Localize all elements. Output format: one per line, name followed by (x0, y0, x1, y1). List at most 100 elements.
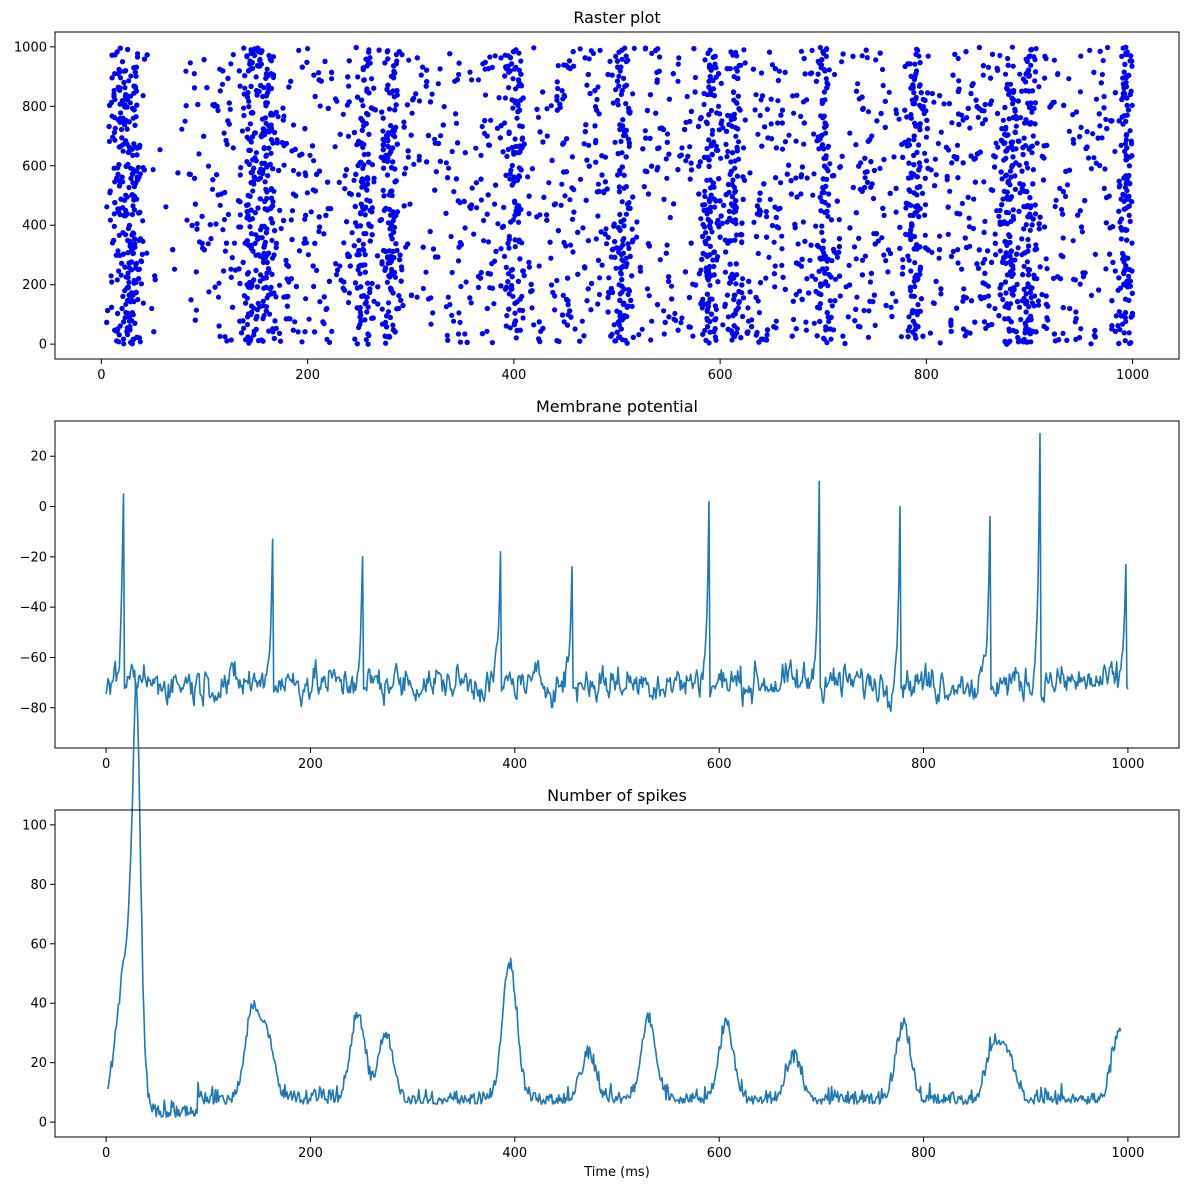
raster-point (750, 66, 757, 72)
raster-point (714, 254, 721, 260)
raster-point (1029, 150, 1035, 156)
raster-point (1123, 227, 1129, 233)
raster-point (425, 132, 431, 139)
raster-point (1013, 146, 1019, 152)
raster-point (267, 286, 273, 292)
raster-point (730, 150, 736, 156)
raster-point (1008, 248, 1014, 254)
raster-point (864, 179, 871, 185)
raster-point (433, 169, 439, 175)
raster-point (420, 285, 426, 292)
raster-point (614, 78, 621, 84)
raster-point (138, 281, 144, 287)
raster-point (713, 306, 719, 312)
raster-point (667, 214, 673, 221)
raster-point (749, 317, 755, 323)
raster-point (131, 207, 137, 213)
raster-point (733, 261, 739, 267)
raster-point (925, 165, 931, 171)
raster-point (107, 217, 113, 223)
raster-point (621, 172, 627, 178)
raster-point (1033, 242, 1039, 248)
raster-point (223, 137, 229, 144)
raster-point (467, 204, 473, 210)
raster-point (837, 273, 843, 279)
raster-point (768, 136, 775, 142)
raster-point (374, 253, 381, 259)
raster-point (273, 325, 279, 331)
raster-point (859, 257, 866, 263)
raster-point (193, 269, 199, 275)
raster-point (1032, 202, 1038, 208)
raster-point (891, 154, 897, 160)
raster-point (362, 317, 368, 323)
raster-point (1030, 181, 1036, 187)
raster-point (619, 277, 625, 283)
raster-point (707, 243, 713, 249)
raster-point (565, 64, 571, 70)
raster-point (398, 297, 404, 303)
raster-point (537, 212, 543, 218)
raster-point (1010, 207, 1016, 213)
raster-point (741, 177, 748, 183)
raster-point (977, 149, 983, 155)
raster-point (998, 169, 1004, 175)
raster-point (1015, 98, 1021, 104)
raster-point (506, 85, 512, 91)
raster-point (900, 257, 906, 263)
raster-point (847, 225, 853, 231)
raster-point (104, 204, 110, 210)
raster-point (717, 111, 723, 117)
raster-point (980, 72, 986, 78)
raster-point (536, 319, 542, 325)
raster-point (604, 186, 610, 192)
raster-point (263, 308, 269, 314)
raster-point (280, 117, 286, 123)
raster-point (687, 176, 693, 182)
raster-point (907, 61, 913, 67)
raster-point (241, 112, 247, 119)
raster-point (822, 120, 828, 126)
raster-point (1095, 135, 1101, 141)
raster-point (1025, 283, 1031, 290)
raster-point (692, 74, 699, 81)
raster-point (914, 174, 921, 180)
raster-point (189, 222, 195, 229)
raster-point (366, 131, 372, 137)
raster-point (617, 313, 623, 320)
raster-point (346, 290, 352, 296)
raster-point (625, 136, 632, 142)
raster-point (492, 53, 498, 59)
raster-point (1058, 252, 1064, 258)
raster-point (513, 208, 519, 214)
raster-point (904, 143, 910, 149)
raster-point (883, 302, 889, 309)
raster-point (686, 324, 692, 330)
raster-point (261, 145, 267, 152)
raster-point (705, 50, 711, 57)
raster-point (803, 327, 810, 333)
raster-point (446, 165, 452, 171)
raster-point (731, 111, 737, 117)
raster-point (675, 327, 681, 333)
raster-point (364, 187, 370, 193)
raster-point (1122, 193, 1129, 199)
raster-point (779, 246, 785, 252)
raster-point (1003, 250, 1009, 256)
raster-point (910, 329, 916, 335)
raster-point (829, 303, 835, 309)
raster-point (1008, 194, 1015, 200)
raster-point (126, 78, 132, 84)
raster-point (938, 129, 944, 135)
raster-point (911, 233, 918, 240)
raster-point (929, 90, 936, 97)
raster-point (1030, 167, 1036, 173)
raster-point (129, 211, 135, 218)
raster-point (504, 153, 510, 159)
raster-point (425, 296, 432, 302)
raster-point (244, 271, 251, 277)
raster-point (264, 259, 270, 265)
raster-point (384, 279, 390, 285)
raster-point (816, 146, 822, 152)
raster-point (734, 68, 740, 74)
